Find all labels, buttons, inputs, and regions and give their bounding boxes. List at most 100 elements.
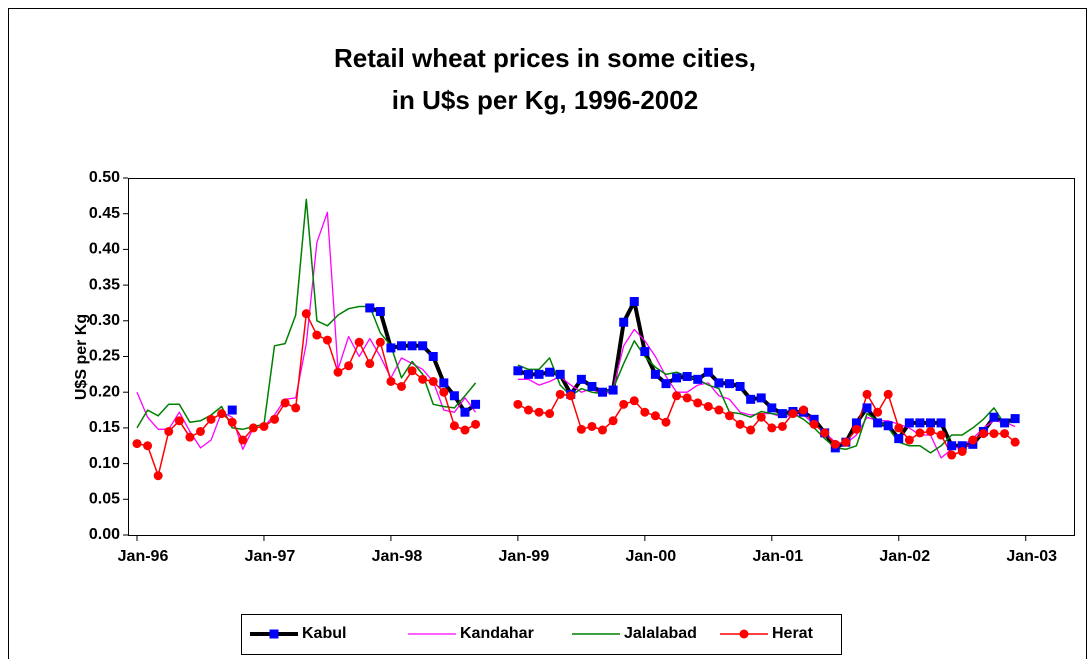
x-tick-label: Jan-03 [1006,548,1057,565]
marker [227,417,237,427]
marker [407,366,417,376]
marker [957,441,967,451]
marker [968,435,978,445]
chart-border [8,8,1087,664]
marker [883,389,893,399]
marker [767,423,777,433]
y-tick-label: 0.20 [89,383,120,400]
marker [989,412,999,422]
marker [460,425,470,435]
marker [471,399,481,409]
marker [682,371,692,381]
marker [397,381,406,391]
marker [555,389,565,399]
marker [661,379,671,389]
marker [809,419,819,429]
marker [777,409,787,419]
marker [714,405,724,415]
marker [989,429,999,439]
marker [566,391,576,401]
chart-title: Retail wheat prices in some cities, [334,43,756,73]
x-tick-label: Jan-97 [245,548,296,565]
marker [756,412,766,422]
marker [1010,414,1020,424]
marker [513,366,523,376]
marker [851,424,861,434]
marker [418,374,428,384]
marker [227,405,237,415]
marker [259,421,269,431]
marker [926,418,935,428]
marker [195,426,205,436]
x-tick-label: Jan-00 [625,548,676,565]
legend-label: Kabul [302,625,346,642]
y-tick-label: 0.25 [89,348,120,365]
marker [238,435,248,445]
marker [1000,418,1010,428]
marker [809,414,819,424]
marker [650,411,660,421]
marker [608,385,618,395]
marker [767,403,777,413]
marker [397,341,406,351]
marker [894,434,904,444]
marker [439,387,449,397]
marker [418,341,428,351]
marker [799,405,809,415]
legend-marker [739,629,749,639]
x-tick-label: Jan-02 [879,548,930,565]
marker [735,419,745,429]
y-tick-label: 0.30 [89,312,120,329]
legend-label: Jalalabad [624,625,697,642]
marker [619,317,629,327]
marker [164,426,174,436]
y-tick-label: 0.00 [89,526,120,543]
marker [640,347,650,357]
marker [862,403,872,413]
marker [841,437,851,447]
marker [291,403,301,413]
marker [174,416,184,426]
marker [280,398,290,408]
marker [132,439,142,449]
marker [523,369,533,379]
marker [1000,429,1010,439]
marker [724,379,734,389]
marker [576,374,586,384]
marker [375,307,385,317]
marker [576,424,586,434]
marker [936,430,946,440]
marker [1010,437,1020,447]
marker [672,373,682,383]
marker [449,421,459,431]
marker [894,423,904,433]
marker [439,378,449,388]
marker [312,330,322,340]
marker [344,361,354,371]
marker [703,401,713,411]
legend-label: Kandahar [460,625,534,642]
y-tick-label: 0.15 [89,419,120,436]
marker [746,425,756,435]
marker [650,369,660,379]
marker [248,423,258,433]
y-tick-label: 0.45 [89,205,120,222]
marker [820,428,830,438]
marker [777,421,787,431]
y-tick-label: 0.50 [89,169,120,186]
y-tick-label: 0.40 [89,241,120,258]
marker [365,359,375,369]
marker [354,337,364,347]
y-tick-label: 0.10 [89,455,120,472]
x-tick-label: Jan-98 [372,548,423,565]
marker [714,378,724,388]
marker [513,399,523,409]
marker [947,450,957,460]
chart-title: in U$s per Kg, 1996-2002 [392,85,698,115]
marker [555,369,565,379]
y-tick-label: 0.05 [89,491,120,508]
x-tick-label: Jan-99 [499,548,550,565]
marker [534,407,544,417]
marker [851,418,861,428]
